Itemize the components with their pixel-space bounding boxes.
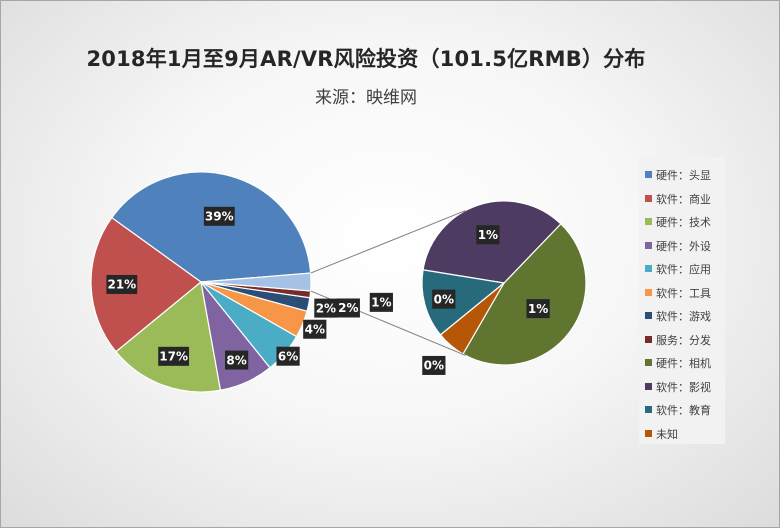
svg-text:17%: 17% (159, 350, 188, 364)
legend-item: 硬件：外设 (645, 238, 711, 254)
legend-label: 硬件：相机 (656, 357, 711, 370)
pie-slice-other (200, 272, 312, 292)
svg-text:2%: 2% (338, 301, 358, 315)
data-label: 39% (203, 206, 235, 226)
svg-text:4%: 4% (305, 322, 325, 336)
legend-label: 软件：教育 (656, 404, 711, 417)
legend-item: 软件：影视 (645, 379, 711, 395)
pie-slice (115, 280, 222, 393)
svg-text:6%: 6% (278, 349, 298, 363)
legend-swatch (645, 218, 652, 225)
data-label: 1% (476, 225, 500, 245)
data-label: 8% (224, 350, 249, 370)
pie-slice (110, 171, 312, 283)
legend-item: 硬件：头显 (645, 167, 711, 183)
svg-text:2%: 2% (316, 301, 336, 315)
svg-text:0%: 0% (424, 359, 444, 373)
legend-swatch (645, 335, 652, 343)
svg-text:1%: 1% (478, 228, 498, 242)
chart-title: 2018年1月至9月AR/VR风险投资（101.5亿RMB）分布 (86, 47, 646, 71)
data-label-other: 2% (336, 298, 360, 318)
pie-slice (90, 216, 202, 353)
data-label: 21% (106, 274, 138, 294)
data-label: 0% (422, 355, 446, 375)
data-label: 1% (369, 292, 393, 312)
legend-swatch (645, 265, 652, 272)
legend-label: 软件：工具 (656, 286, 711, 300)
legend-swatch (645, 406, 652, 413)
legend-label: 服务：分发 (656, 333, 711, 347)
legend-swatch (645, 382, 652, 390)
legend-swatch (645, 241, 652, 249)
legend-label: 硬件：技术 (656, 216, 711, 229)
data-label: 2% (314, 298, 338, 318)
legend-item: 软件：应用 (645, 261, 711, 277)
data-label: 4% (303, 319, 327, 339)
legend-item: 软件：工具 (645, 285, 711, 301)
legend-item: 硬件：技术 (645, 214, 711, 230)
chart-subtitle: 来源：映维网 (315, 88, 417, 108)
legend-item: 软件：游戏 (645, 308, 711, 324)
legend-swatch (645, 359, 652, 366)
svg-text:0%: 0% (434, 292, 454, 306)
connector-line (310, 210, 466, 274)
data-label: 17% (158, 346, 190, 366)
svg-text:39%: 39% (205, 210, 234, 224)
svg-text:1%: 1% (528, 302, 548, 316)
legend-label: 软件：影视 (656, 380, 711, 394)
legend-label: 未知 (656, 427, 678, 441)
legend-swatch (645, 171, 652, 178)
legend-item: 硬件：相机 (645, 355, 711, 371)
legend-item: 服务：分发 (645, 332, 711, 348)
legend-label: 硬件：头显 (656, 169, 711, 182)
data-label: 0% (432, 289, 456, 309)
svg-text:21%: 21% (107, 278, 136, 292)
legend-label: 软件：应用 (656, 263, 711, 276)
legend-swatch (645, 194, 652, 202)
secondary-pie-slice (462, 223, 587, 366)
svg-text:1%: 1% (371, 296, 391, 310)
legend-swatch (645, 288, 652, 296)
data-label: 1% (526, 299, 550, 319)
legend-swatch (645, 312, 652, 319)
legend-label: 硬件：外设 (656, 239, 711, 253)
legend-label: 软件：商业 (656, 192, 711, 206)
svg-text:8%: 8% (226, 353, 246, 367)
legend-item: 软件：商业 (645, 191, 711, 207)
legend-label: 软件：游戏 (656, 310, 711, 323)
legend-swatch (645, 429, 652, 437)
data-label: 6% (276, 346, 300, 366)
legend-item: 未知 (645, 426, 678, 442)
legend: 硬件：头显软件：商业硬件：技术硬件：外设软件：应用软件：工具软件：游戏服务：分发… (639, 157, 725, 444)
legend-item: 软件：教育 (645, 402, 711, 418)
secondary-pie-slice (421, 269, 506, 336)
